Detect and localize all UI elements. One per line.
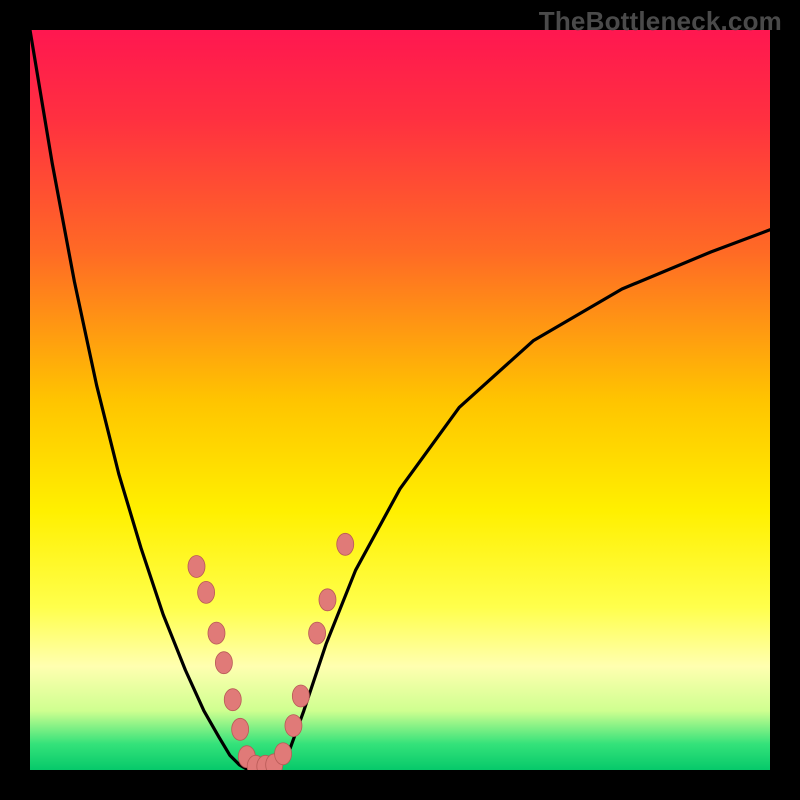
watermark-text: TheBottleneck.com — [539, 6, 782, 37]
gradient-background — [30, 30, 770, 770]
chart-frame: TheBottleneck.com — [0, 0, 800, 800]
curve-dot — [198, 581, 215, 603]
curve-dot — [292, 685, 309, 707]
curve-dot — [188, 556, 205, 578]
curve-dot — [337, 533, 354, 555]
curve-dot — [224, 689, 241, 711]
curve-dot — [319, 589, 336, 611]
chart-svg — [0, 0, 800, 800]
curve-dot — [275, 743, 292, 765]
curve-dot — [215, 652, 232, 674]
curve-dot — [285, 715, 302, 737]
curve-dot — [309, 622, 326, 644]
curve-dot — [232, 718, 249, 740]
curve-dot — [208, 622, 225, 644]
